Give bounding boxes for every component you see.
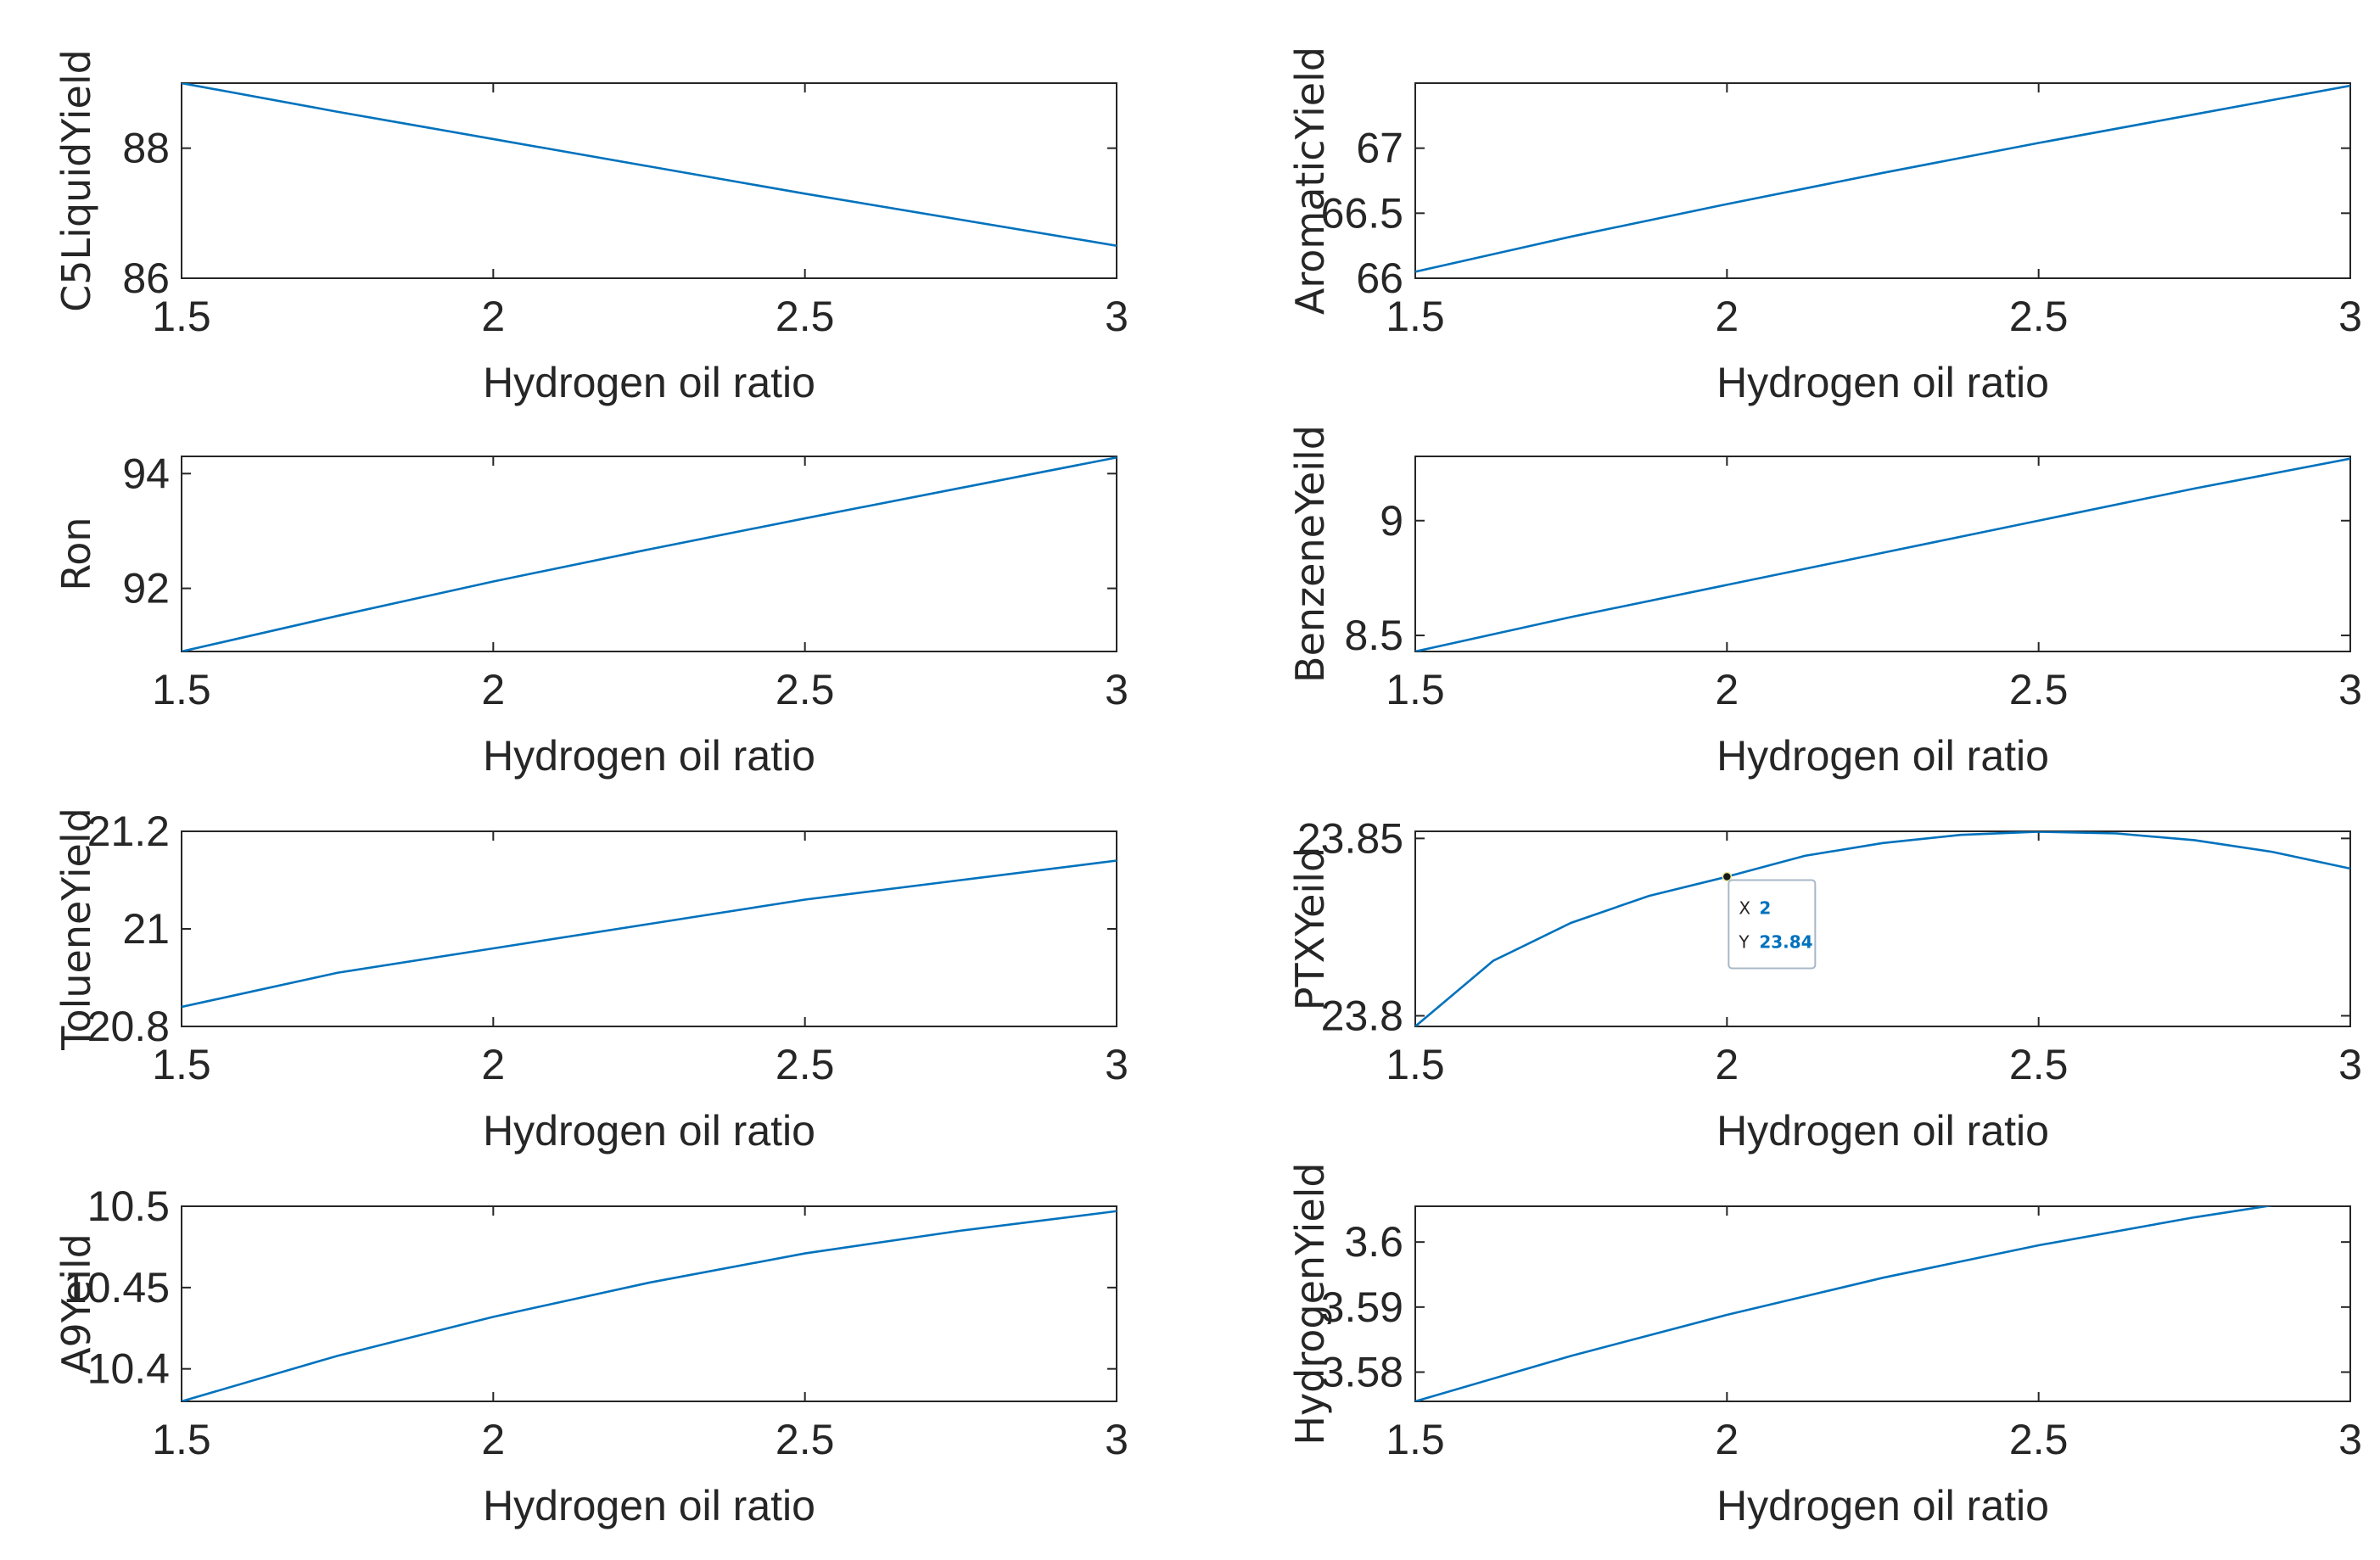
x-axis-label: Hydrogen oil ratio xyxy=(483,1107,815,1155)
y-axis-label: HydrogenYield xyxy=(1287,1162,1333,1445)
x-tick-label: 2.5 xyxy=(2009,293,2069,340)
series-line xyxy=(1415,84,2350,273)
y-axis-label: A9Yeild xyxy=(53,1233,99,1374)
datatip-box xyxy=(1728,879,1817,970)
x-axis-label: Hydrogen oil ratio xyxy=(483,732,815,780)
x-tick-label: 2 xyxy=(1715,293,1739,340)
series-line xyxy=(182,859,1117,1009)
y-axis-label: BenzeneYeild xyxy=(1287,425,1333,683)
x-tick-label: 2.5 xyxy=(2009,666,2069,713)
x-axis-label: Hydrogen oil ratio xyxy=(1716,732,2049,780)
y-tick-label: 66.5 xyxy=(1321,189,1403,237)
x-axis-label: Hydrogen oil ratio xyxy=(1716,1107,2049,1155)
y-tick-label: 9 xyxy=(1380,497,1403,545)
x-tick-label: 1.5 xyxy=(1386,293,1445,340)
x-tick-label: 2 xyxy=(481,1416,505,1463)
axes-box xyxy=(1414,1205,2351,1402)
x-tick-label: 1.5 xyxy=(1386,1416,1445,1463)
subplot-1: 1.5 2 2.5 3 86 88 Hydrogen oil ratio C5LiquidYi… xyxy=(53,49,1128,406)
y-tick-label: 66 xyxy=(1356,254,1403,302)
x-tick-label: 1.5 xyxy=(152,293,211,340)
y-axis-label: TolueneYield xyxy=(53,808,99,1051)
datatip-y-label: Y xyxy=(1738,932,1750,953)
subplot-3: 1.5 2 2.5 3 92 94 Hydrogen oil ratio Ron xyxy=(53,450,1128,780)
x-axis-label: Hydrogen oil ratio xyxy=(483,359,815,406)
series-line xyxy=(1415,1206,2274,1401)
x-tick-label: 3 xyxy=(2338,1416,2362,1463)
y-tick-label: 20.8 xyxy=(87,1003,170,1050)
axes-box xyxy=(1414,82,2351,279)
subplot-2: 1.5 2 2.5 3 66 66.5 67 Hydrogen oil ratio Aromat… xyxy=(1287,47,2362,406)
axes-box xyxy=(181,1205,1117,1402)
datatip[interactable]: X 2Y 23.84 xyxy=(1728,879,1817,970)
y-tick-label: 88 xyxy=(122,125,170,172)
x-tick-label: 2.5 xyxy=(2009,1416,2069,1463)
y-tick-label: 86 xyxy=(122,254,170,302)
y-tick-label: 10.45 xyxy=(64,1264,170,1311)
x-tick-label: 1.5 xyxy=(152,1416,211,1463)
series-line xyxy=(182,1210,1117,1401)
y-tick-label: 10.5 xyxy=(87,1183,170,1230)
datatip-x-value: 2 xyxy=(1759,898,1771,919)
x-axis-label: Hydrogen oil ratio xyxy=(1716,1482,2049,1529)
subplot-6: 1.5 2 2.5 3 23.8 23.85 Hydrogen oil ratio PTXYe… xyxy=(1287,814,2362,1155)
x-tick-label: 2.5 xyxy=(776,1416,835,1463)
x-tick-label: 2 xyxy=(1715,666,1739,713)
series-line xyxy=(182,83,1117,247)
series-line xyxy=(182,456,1117,651)
y-tick-label: 94 xyxy=(122,450,170,497)
x-tick-label: 2 xyxy=(481,293,505,340)
x-tick-label: 2 xyxy=(481,666,505,713)
x-tick-label: 1.5 xyxy=(152,1041,211,1088)
x-tick-label: 3 xyxy=(2338,1041,2362,1088)
x-axis-label: Hydrogen oil ratio xyxy=(483,1482,815,1529)
subplot-7: 1.5 2 2.5 3 10.4 10.45 10.5 Hydrogen oil ratio A… xyxy=(53,1183,1128,1529)
y-tick-label: 23.85 xyxy=(1297,814,1403,862)
datatip-marker[interactable] xyxy=(1722,871,1733,882)
y-tick-label: 10.4 xyxy=(87,1345,170,1393)
x-tick-label: 2 xyxy=(481,1041,505,1088)
y-axis-label: PTXYeild xyxy=(1287,847,1333,1010)
x-tick-label: 1.5 xyxy=(1386,666,1445,713)
x-tick-label: 2.5 xyxy=(2009,1041,2069,1088)
y-tick-label: 3.59 xyxy=(1321,1283,1403,1331)
y-tick-label: 3.6 xyxy=(1344,1218,1403,1266)
x-axis-label: Hydrogen oil ratio xyxy=(1716,359,2049,406)
subplot-5: 1.5 2 2.5 3 20.8 21 21.2 Hydrogen oil ratio Tolu… xyxy=(53,808,1128,1155)
x-tick-label: 3 xyxy=(1105,293,1128,340)
x-tick-label: 2.5 xyxy=(776,666,835,713)
x-tick-label: 3 xyxy=(2338,293,2362,340)
y-axis-label: Ron xyxy=(53,517,99,590)
y-axis-label: AromaticYield xyxy=(1287,47,1333,315)
y-tick-label: 3.58 xyxy=(1321,1349,1403,1396)
x-tick-label: 2.5 xyxy=(776,1041,835,1088)
y-axis-label: C5LiquidYield xyxy=(53,49,99,312)
x-tick-label: 1.5 xyxy=(152,666,211,713)
y-tick-label: 21 xyxy=(122,905,170,953)
y-tick-label: 67 xyxy=(1356,125,1403,172)
x-tick-label: 3 xyxy=(2338,666,2362,713)
x-tick-label: 2.5 xyxy=(776,293,835,340)
series-line xyxy=(1415,831,2350,1026)
x-tick-label: 3 xyxy=(1105,1041,1128,1088)
datatip-y-value: 23.84 xyxy=(1759,932,1812,953)
axes-box xyxy=(181,82,1117,279)
axes-box xyxy=(1414,830,2351,1027)
x-tick-label: 2 xyxy=(1715,1416,1739,1463)
x-tick-label: 3 xyxy=(1105,1416,1128,1463)
y-tick-label: 23.8 xyxy=(1321,992,1403,1039)
x-tick-label: 3 xyxy=(1105,666,1128,713)
axes-box xyxy=(181,830,1117,1027)
datatip-x-label: X xyxy=(1739,898,1750,919)
y-tick-label: 92 xyxy=(122,565,170,612)
x-tick-label: 1.5 xyxy=(1386,1041,1445,1088)
y-tick-label: 8.5 xyxy=(1344,612,1403,659)
x-tick-label: 2 xyxy=(1715,1041,1739,1088)
subplot-8: 1.5 2 2.5 3 3.58 3.59 3.6 Hydrogen oil ratio Hyd… xyxy=(1287,1162,2362,1529)
subplot-4: 1.5 2 2.5 3 8.5 9 Hydrogen oil ratio BenzeneYei… xyxy=(1287,425,2362,780)
series-line xyxy=(1415,457,2350,651)
y-tick-label: 21.2 xyxy=(87,808,170,855)
